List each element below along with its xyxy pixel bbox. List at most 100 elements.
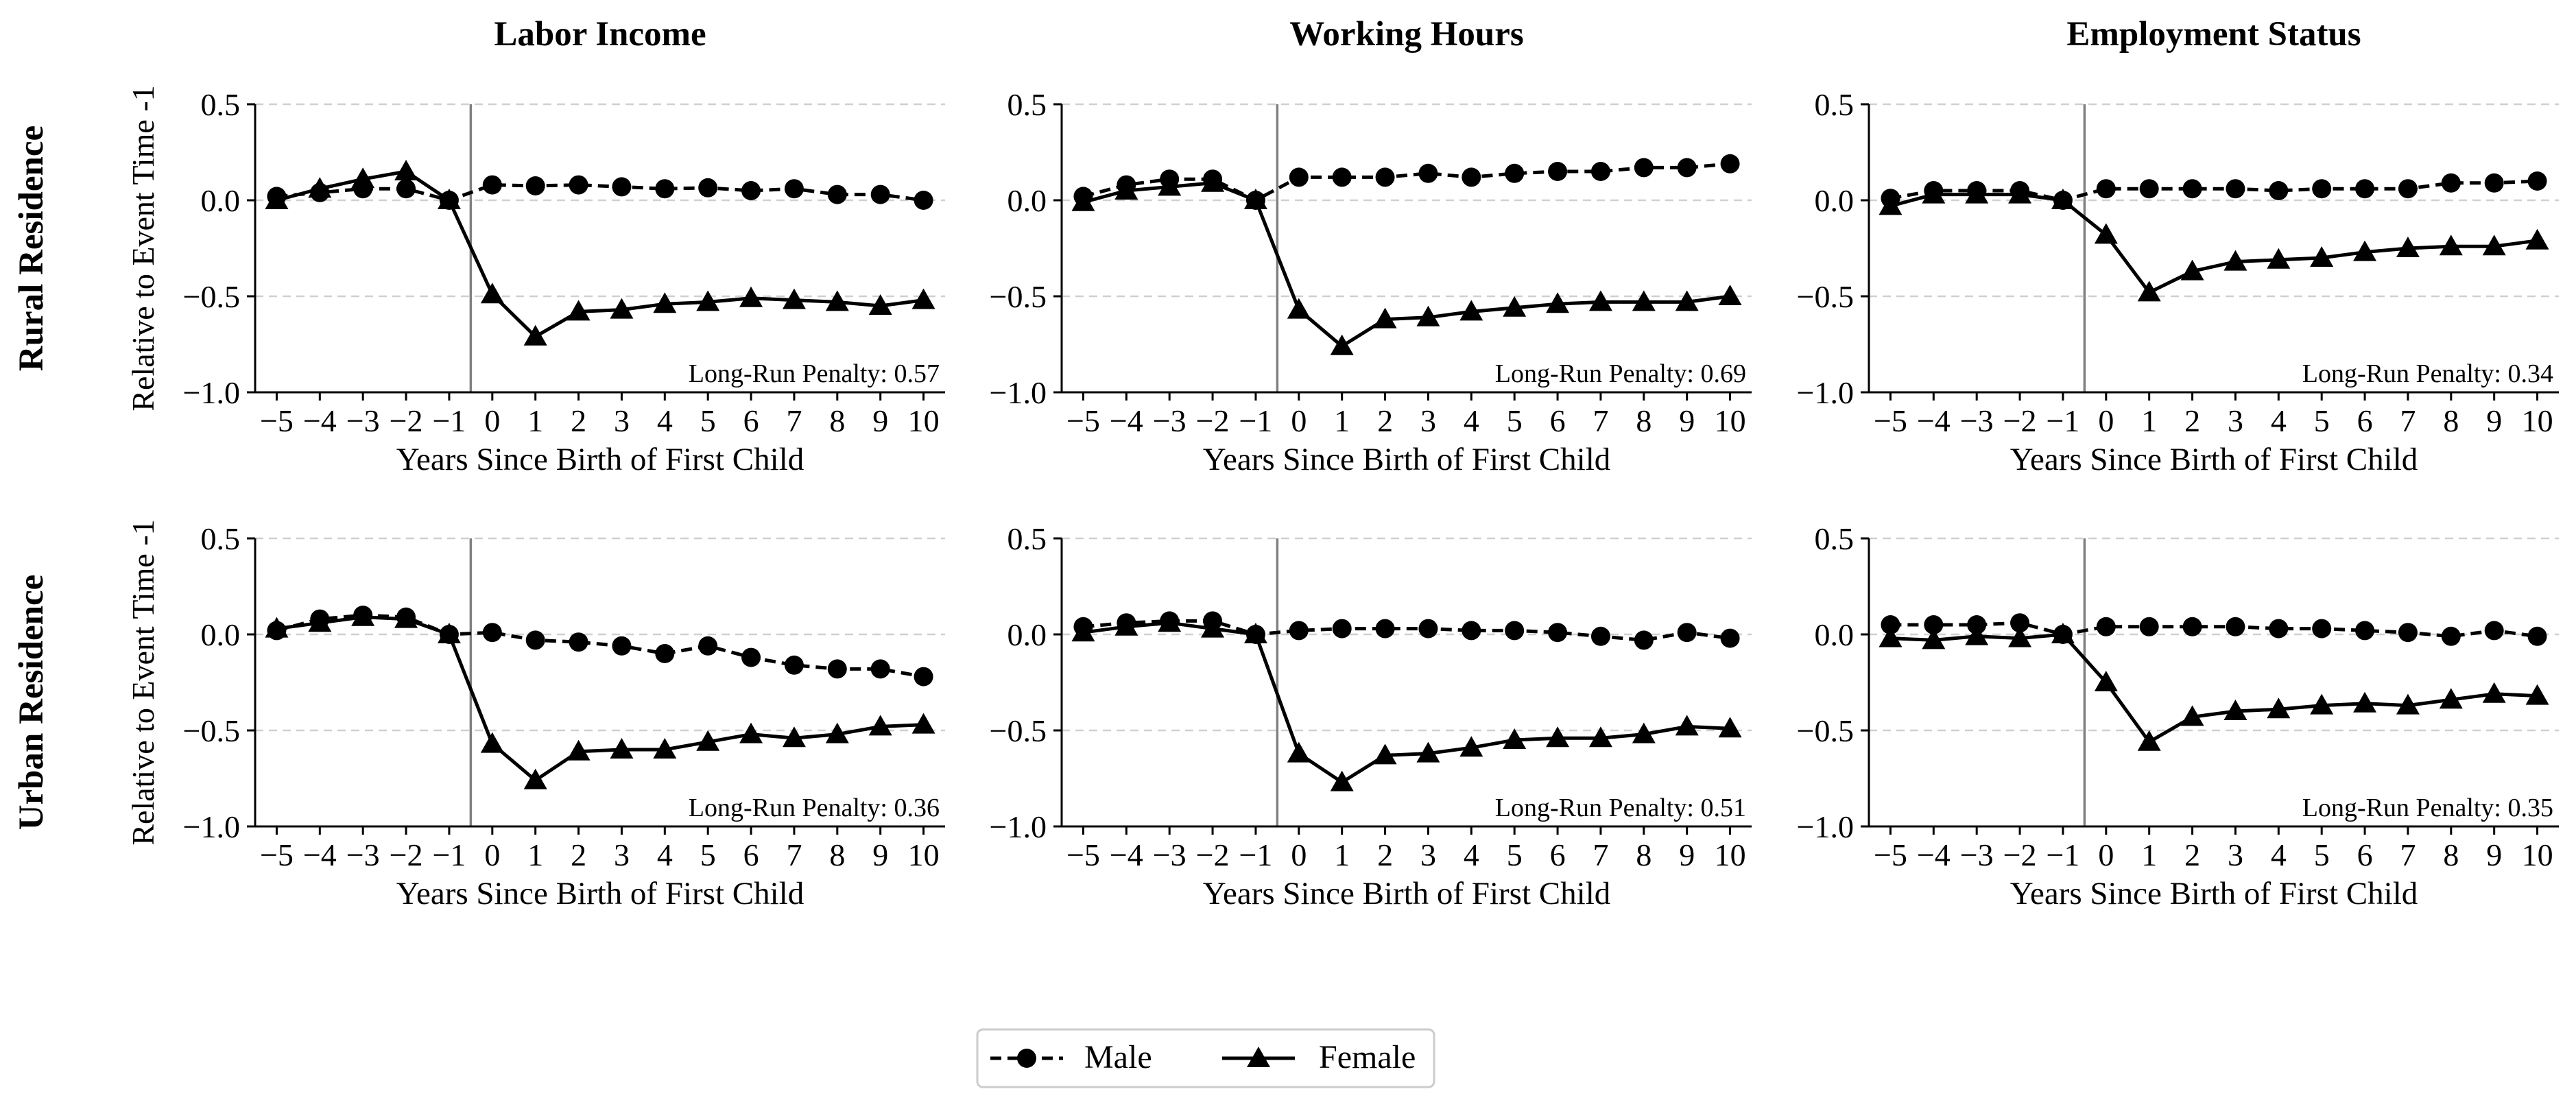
x-tick-label: 9 — [2486, 403, 2502, 438]
female-point — [1071, 190, 1095, 211]
column-title-2: Working Hours — [1289, 15, 1524, 53]
y-tick-label: −1.0 — [183, 375, 240, 410]
female-point — [308, 177, 332, 198]
female-point — [1416, 741, 1440, 763]
male-point — [1634, 158, 1654, 178]
male-point — [2096, 617, 2116, 636]
x-tick-label: −3 — [1153, 837, 1186, 872]
x-tick-label: 1 — [527, 837, 543, 872]
male-point — [1881, 615, 1900, 634]
female-point — [1287, 298, 1311, 319]
female-point — [782, 726, 806, 748]
x-tick-label: −2 — [390, 403, 423, 438]
male-point — [2527, 626, 2547, 646]
x-tick-label: −3 — [1960, 837, 1994, 872]
male-point — [1418, 619, 1438, 639]
male-point — [1505, 621, 1525, 641]
x-axis-label: Years Since Birth of First Child — [2010, 876, 2418, 911]
female-point — [1965, 182, 1989, 204]
male-point — [655, 179, 675, 199]
long-run-penalty-annotation: Long-Run Penalty: 0.35 — [2302, 794, 2553, 822]
x-tick-label: 10 — [1715, 837, 1746, 872]
male-point — [2096, 179, 2116, 199]
female-point — [523, 768, 547, 789]
x-tick-label: 0 — [2098, 837, 2114, 872]
panel-1: −1.0 −0.5 0.0 0.5 −5 −4 −3 −2 −1 0 1 2 3 4 5 6 7 8 9 10 Year… — [126, 85, 945, 477]
x-tick-label: 3 — [1420, 837, 1436, 872]
x-tick-label: 3 — [2228, 403, 2243, 438]
x-tick-label: 0 — [484, 837, 500, 872]
x-tick-label: −4 — [1917, 403, 1951, 438]
x-tick-label: 6 — [1550, 403, 1566, 438]
x-tick-label: −3 — [1960, 403, 1994, 438]
x-tick-label: 5 — [2314, 403, 2330, 438]
female-point — [1201, 171, 1225, 192]
female-point — [1114, 615, 1138, 636]
female-series-line — [276, 169, 924, 339]
female-point — [1373, 307, 1397, 329]
male-point — [2226, 617, 2245, 636]
female-point — [2094, 671, 2118, 691]
y-tick-label: 0.5 — [201, 87, 241, 122]
male-point — [569, 175, 588, 195]
male-point — [870, 659, 890, 679]
male-point — [2484, 621, 2504, 641]
x-tick-label: 3 — [1420, 403, 1436, 438]
female-point — [1071, 621, 1095, 642]
male-point — [2441, 173, 2461, 193]
x-axis-label: Years Since Birth of First Child — [1203, 442, 1611, 477]
female-point — [1287, 741, 1311, 763]
x-tick-label: −2 — [1196, 403, 1230, 438]
female-point — [1546, 292, 1570, 313]
y-tick-label: 0.0 — [201, 183, 241, 218]
male-point — [1462, 621, 1481, 641]
y-tick-label: −0.5 — [183, 713, 240, 748]
x-tick-label: 10 — [1715, 403, 1746, 438]
male-point — [698, 636, 718, 656]
x-tick-label: −5 — [1066, 837, 1100, 872]
male-point — [698, 178, 718, 198]
row-title-1: Rural Residence — [12, 126, 51, 371]
female-point — [1879, 194, 1903, 215]
female-point — [394, 160, 418, 180]
x-tick-label: 3 — [614, 837, 630, 872]
x-tick-label: −3 — [1153, 403, 1186, 438]
panel-3: −1.0 −0.5 0.0 0.5 −5 −4 −3 −2 −1 0 1 2 3 4 5 6 7 8 9 10 Year… — [1797, 87, 2559, 477]
female-point — [1158, 175, 1182, 196]
male-point — [482, 623, 502, 643]
male-point — [1332, 167, 1352, 187]
female-point — [653, 738, 677, 759]
male-point — [2441, 626, 2461, 646]
x-tick-label: 1 — [1334, 403, 1350, 438]
male-point — [2182, 179, 2202, 199]
y-tick-label: −1.0 — [183, 809, 240, 844]
row-title-2: Urban Residence — [12, 575, 51, 831]
female-point — [1243, 189, 1267, 209]
female-point — [1114, 179, 1138, 200]
x-tick-label: −3 — [346, 837, 380, 872]
male-series-line — [276, 183, 924, 202]
female-point — [2353, 691, 2377, 713]
x-tick-label: 9 — [872, 403, 888, 438]
male-point — [784, 179, 804, 199]
female-point — [2137, 281, 2161, 302]
female-point — [1201, 617, 1225, 638]
legend-male-label: Male — [1084, 1039, 1152, 1075]
x-tick-label: 5 — [1507, 403, 1523, 438]
x-tick-label: 4 — [1464, 403, 1479, 438]
female-point — [1922, 182, 1946, 204]
x-tick-label: 7 — [786, 837, 802, 872]
panels: −1.0−0.50.00.5−5 −4 −3 −2 −1 0 1 2 3 4 5 6 7 8 9 10Year… — [126, 85, 2559, 911]
x-tick-label: 6 — [2357, 837, 2373, 872]
x-tick-label: 0 — [2098, 403, 2114, 438]
y-tick-label: 0.5 — [201, 521, 241, 556]
male-point — [1720, 154, 1740, 174]
male-series-line — [1890, 621, 2538, 639]
female-point — [567, 739, 591, 761]
male-point — [2398, 179, 2418, 199]
x-tick-label: 2 — [1377, 837, 1393, 872]
male-point — [1677, 623, 1697, 643]
female-point — [523, 324, 547, 346]
male-point — [396, 179, 416, 199]
female-point — [437, 189, 461, 209]
